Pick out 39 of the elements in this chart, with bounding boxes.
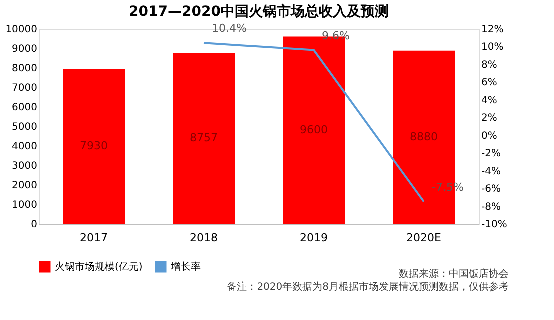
y-tick-label: 1000 — [12, 200, 38, 211]
y2-tick-label: 10% — [482, 42, 504, 54]
y-tick-label: 10000 — [6, 24, 38, 36]
data-label: 7930 — [80, 140, 108, 153]
y-tick-label: 9000 — [12, 44, 38, 55]
y2-tick-label: 0% — [482, 130, 498, 142]
y2-tick-label: -2% — [482, 148, 501, 160]
bar — [63, 69, 125, 224]
x-tick-label: 2017 — [80, 232, 108, 244]
bar — [173, 53, 235, 224]
data-label: 9600 — [300, 123, 328, 136]
data-label: 8880 — [410, 130, 438, 144]
y2-tick-label: -10% — [482, 220, 508, 230]
y-tick-label: 2000 — [12, 180, 38, 192]
y-tick-label: 8000 — [12, 64, 38, 74]
y-tick-label: 3000 — [12, 161, 38, 172]
data-label: 8757 — [190, 132, 218, 145]
chart-title: 2017—2020中国火锅市场总收入及预测 — [129, 3, 389, 20]
y2-tick-label: 8% — [482, 60, 498, 71]
y2-tick-label: -4% — [482, 166, 501, 178]
y2-tick-label: -8% — [482, 202, 501, 213]
legend-label: 增长率 — [170, 261, 201, 273]
y-tick-label: 0 — [31, 220, 38, 230]
y-tick-label: 7000 — [12, 83, 38, 94]
y-tick-label: 6000 — [12, 102, 38, 114]
y2-tick-label: 12% — [482, 24, 504, 36]
y2-tick-label: -6% — [482, 184, 501, 196]
y2-tick-label: 2% — [482, 113, 498, 124]
legend-label: 火锅市场规模(亿元) — [55, 261, 143, 273]
text: 备注：2020年数据为8月根据市场发展情况预测数据，仅供参考 — [227, 281, 509, 293]
x-tick-label: 2018 — [190, 232, 218, 244]
y2-tick-label: 6% — [482, 78, 498, 89]
x-tick-label: 2020E — [406, 232, 442, 244]
data-label: 10.4% — [212, 22, 247, 36]
y-tick-label: 5000 — [12, 122, 38, 133]
y-tick-label: 4000 — [12, 142, 38, 152]
x-tick-label: 2019 — [300, 232, 328, 244]
source-note: 数据来源：中国饭店协会 — [399, 268, 509, 280]
y2-tick-label: 4% — [482, 95, 498, 106]
